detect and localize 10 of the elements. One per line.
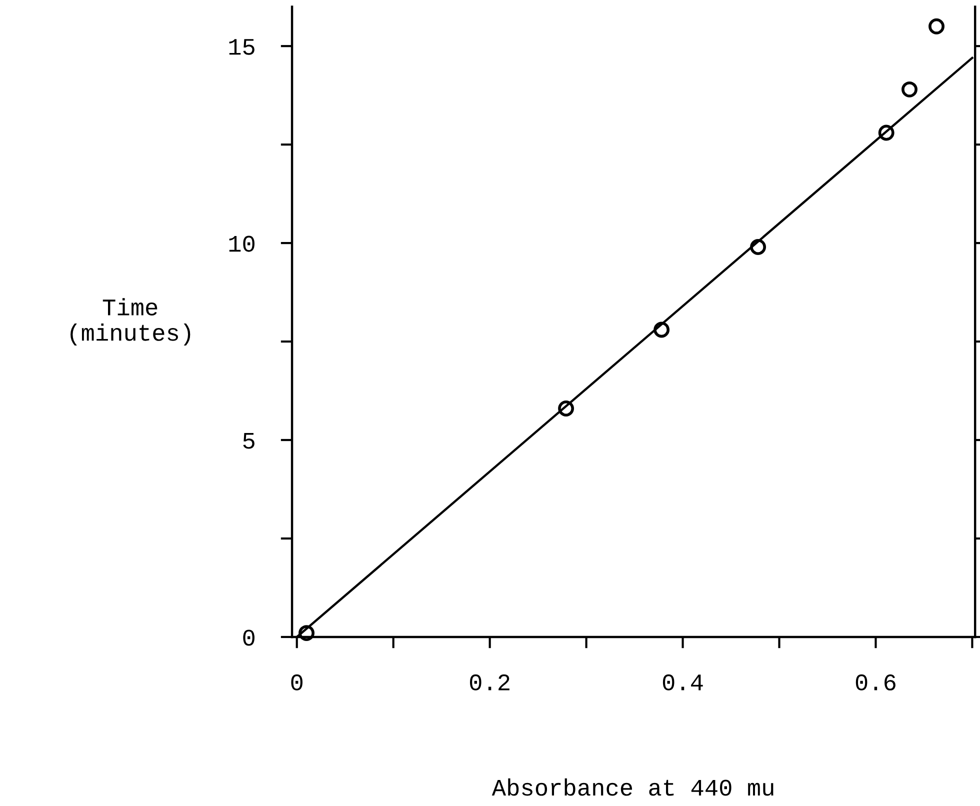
x-tick-label: 0 <box>291 674 302 690</box>
x-tick-label: 0.4 <box>662 674 703 690</box>
x-axis-title: Absorbance at 440 mu <box>492 778 774 796</box>
y-tick-label: 15 <box>229 39 254 55</box>
x-tick-label: 0.6 <box>856 674 896 690</box>
y-tick-label: 0 <box>243 630 254 646</box>
y-tick-label: 5 <box>243 433 254 449</box>
y-tick-label: 10 <box>229 236 254 252</box>
y-axis-title: Time (minutes) <box>70 298 190 346</box>
x-tick-label: 0.2 <box>470 674 510 690</box>
